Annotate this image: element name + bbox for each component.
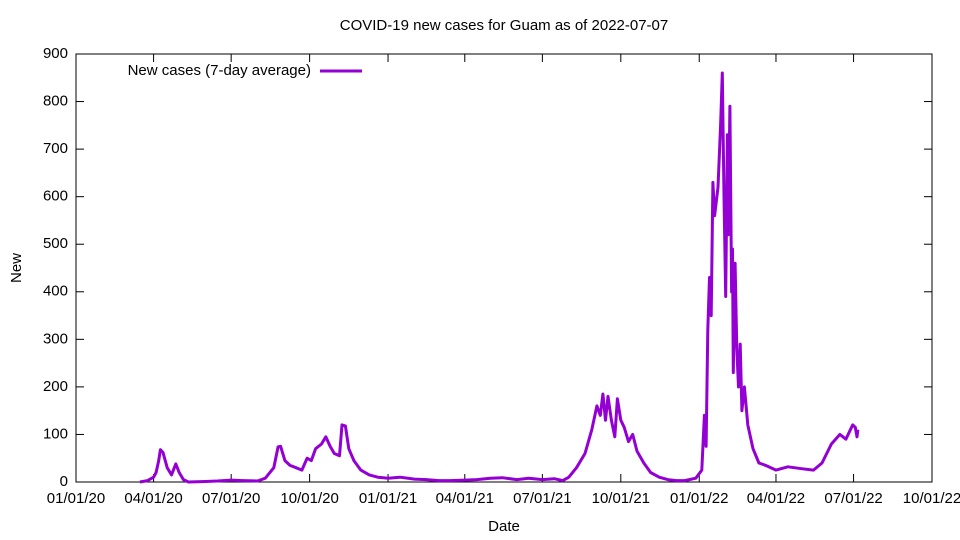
x-tick-label: 07/01/21 [513,490,571,507]
y-tick-label: 200 [43,378,68,395]
data-line [139,71,860,484]
y-tick-label: 400 [43,283,68,300]
y-tick-label: 900 [43,45,68,62]
x-tick-label: 10/01/20 [280,490,338,507]
legend-label: New cases (7-day average) [128,62,311,79]
x-tick-label: 04/01/20 [124,490,182,507]
y-tick-label: 0 [60,473,68,490]
x-axis-label: Date [488,518,520,535]
y-tick-label: 800 [43,93,68,110]
x-tick-label: 07/01/20 [202,490,260,507]
y-tick-label: 600 [43,188,68,205]
x-tick-label: 10/01/21 [592,490,650,507]
chart-title: COVID-19 new cases for Guam as of 2022-0… [340,17,669,34]
x-tick-label: 01/01/20 [47,490,105,507]
x-tick-label: 01/01/22 [670,490,728,507]
y-tick-label: 700 [43,140,68,157]
y-tick-label: 500 [43,235,68,252]
x-tick-label: 07/01/22 [824,490,882,507]
plot-border [75,53,933,483]
y-tick-label: 300 [43,330,68,347]
x-tick-label: 04/01/21 [436,490,494,507]
y-axis-label: New [8,253,25,283]
x-tick-label: 10/01/22 [903,490,960,507]
y-tick-label: 100 [43,425,68,442]
x-tick-label: 01/01/21 [359,490,417,507]
x-tick-label: 04/01/22 [747,490,805,507]
